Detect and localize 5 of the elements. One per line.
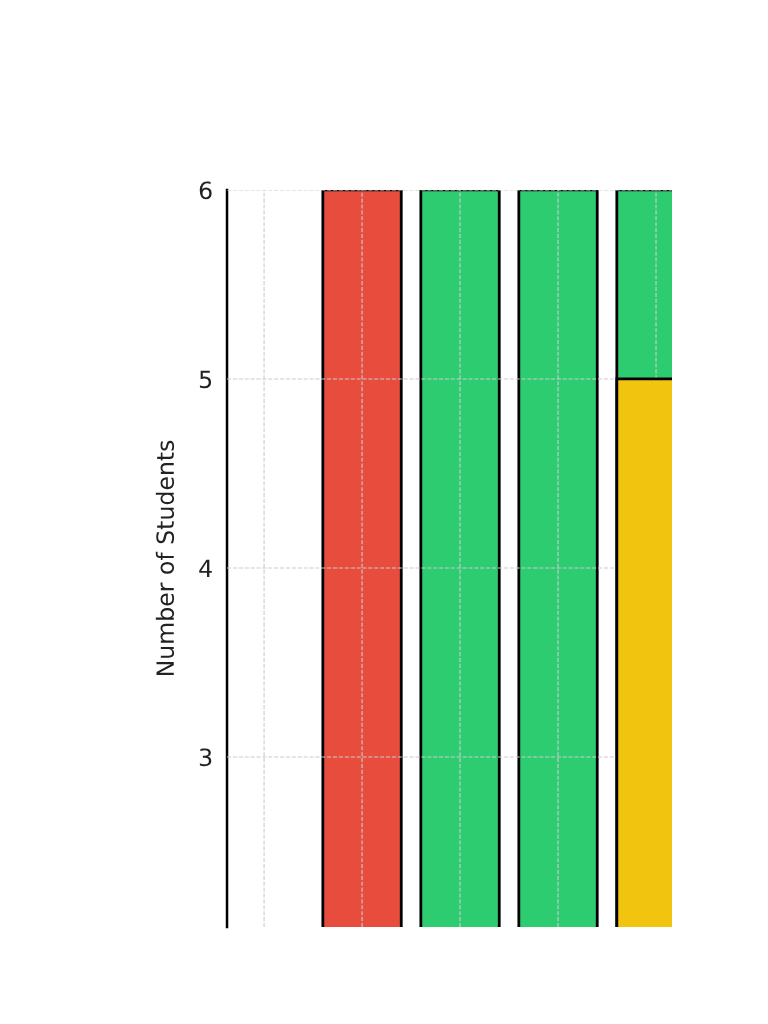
y-tick-label: 5 (199, 370, 212, 389)
y-tick-label: 4 (199, 559, 212, 577)
y-tick-label: 6 (199, 181, 212, 200)
y-axis-title: Number of Students (155, 440, 175, 676)
y-tick-label: 3 (199, 748, 212, 767)
